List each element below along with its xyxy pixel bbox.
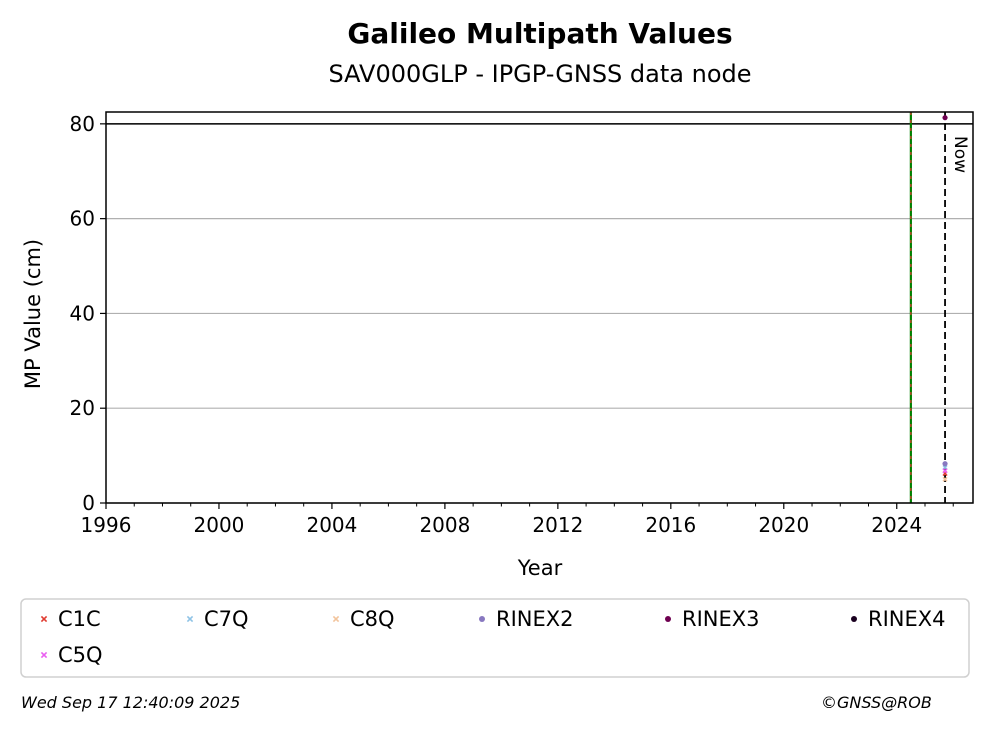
marker-stroke bbox=[40, 615, 48, 623]
y-tick-label: 20 bbox=[70, 396, 95, 420]
marker-stroke bbox=[40, 651, 48, 659]
legend-label: C8Q bbox=[350, 607, 395, 631]
marker-stroke bbox=[942, 476, 948, 482]
x-axis: 1996 2000 2004 2008 2012 2016 2020 2024 bbox=[81, 503, 954, 537]
x-tick-label: 2004 bbox=[306, 513, 357, 537]
y-axis: 0 20 40 60 80 bbox=[70, 112, 106, 515]
legend-item: RINEX2 bbox=[479, 607, 574, 631]
x-tick-label: 2024 bbox=[871, 513, 922, 537]
x-tick-label: 2020 bbox=[758, 513, 809, 537]
legend-label: C1C bbox=[58, 607, 101, 631]
data-point bbox=[942, 115, 948, 121]
reference-lines: Now bbox=[106, 112, 973, 503]
x-axis-label: Year bbox=[517, 556, 563, 580]
plot-frame bbox=[105, 111, 974, 504]
legend-label: C5Q bbox=[58, 643, 103, 667]
legend-marker bbox=[332, 615, 340, 623]
now-label: Now bbox=[950, 136, 970, 173]
legend-item: C5Q bbox=[40, 643, 103, 667]
legend-item: C7Q bbox=[186, 607, 249, 631]
legend-marker bbox=[479, 616, 485, 622]
marker-stroke bbox=[942, 468, 948, 474]
legend-frame bbox=[20, 598, 970, 678]
legend-item: C8Q bbox=[332, 607, 395, 631]
x-tick-label: 1996 bbox=[81, 513, 132, 537]
data-point bbox=[942, 476, 948, 482]
data-point bbox=[942, 461, 948, 467]
footer-credit: ©GNSS@ROB bbox=[821, 693, 932, 712]
y-axis-label: MP Value (cm) bbox=[21, 239, 45, 389]
legend-item: RINEX3 bbox=[665, 607, 760, 631]
marker-stroke bbox=[186, 615, 194, 623]
data-point bbox=[942, 468, 948, 474]
legend-item: C1C bbox=[40, 607, 101, 631]
chart-subtitle: SAV000GLP - IPGP-GNSS data node bbox=[328, 60, 751, 88]
x-tick-label: 2000 bbox=[194, 513, 245, 537]
x-tick-label: 2008 bbox=[419, 513, 470, 537]
y-tick-label: 80 bbox=[70, 112, 95, 136]
marker-stroke bbox=[332, 615, 340, 623]
y-tick-label: 0 bbox=[82, 491, 95, 515]
legend-marker bbox=[40, 651, 48, 659]
x-tick-label: 2016 bbox=[645, 513, 696, 537]
legend-item: RINEX4 bbox=[851, 607, 946, 631]
legend-marker bbox=[40, 615, 48, 623]
grid bbox=[106, 123, 973, 504]
legend-label: RINEX4 bbox=[868, 607, 946, 631]
y-tick-label: 60 bbox=[70, 207, 95, 231]
y-tick-label: 40 bbox=[70, 301, 95, 325]
x-tick-label: 2012 bbox=[532, 513, 583, 537]
legend-label: RINEX3 bbox=[682, 607, 760, 631]
footer-timestamp: Wed Sep 17 12:40:09 2025 bbox=[21, 693, 241, 712]
legend-marker bbox=[851, 616, 857, 622]
legend-label: C7Q bbox=[204, 607, 249, 631]
legend-marker bbox=[665, 616, 671, 622]
legend-marker bbox=[186, 615, 194, 623]
legend: C1C C7Q C8Q RINEX2 RINEX3 RINEX4 C5Q bbox=[40, 607, 946, 667]
chart-title: Galileo Multipath Values bbox=[347, 17, 732, 50]
data-points bbox=[942, 115, 948, 482]
legend-label: RINEX2 bbox=[496, 607, 574, 631]
